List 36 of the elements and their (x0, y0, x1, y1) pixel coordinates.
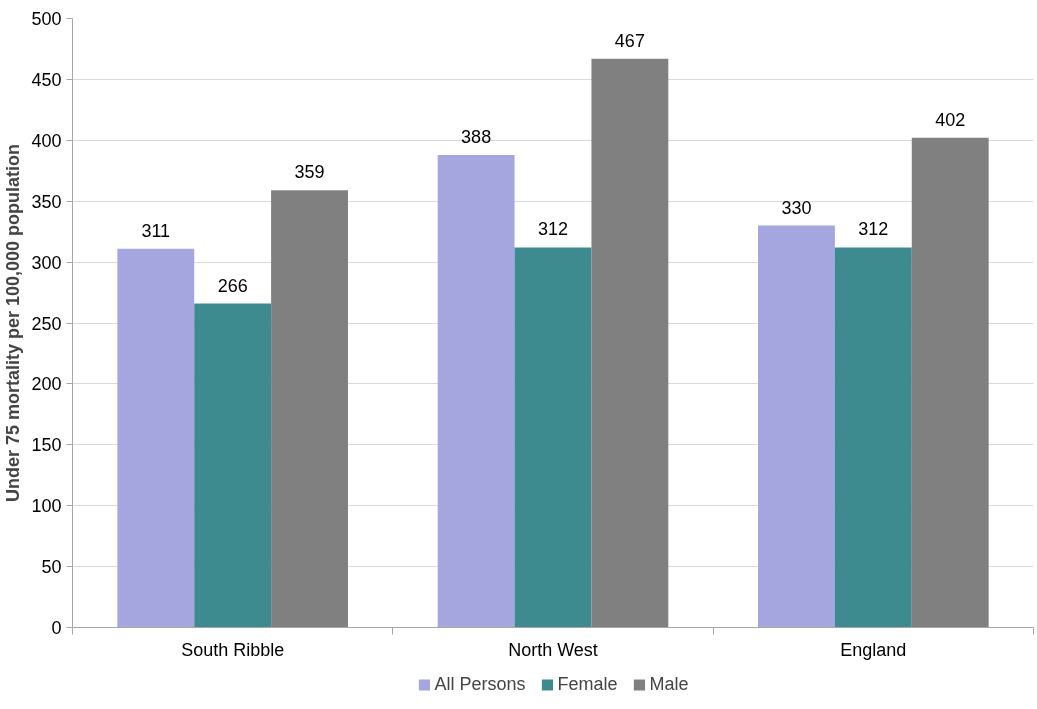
legend-label: Male (649, 673, 689, 695)
bar (758, 225, 835, 628)
data-label: 359 (294, 162, 325, 183)
bar (911, 137, 989, 628)
y-tick-label: 100 (31, 496, 62, 517)
bar (834, 247, 912, 628)
y-tick-label: 300 (31, 252, 62, 273)
y-tick-label: 50 (41, 557, 62, 578)
data-label: 311 (141, 220, 171, 241)
y-tick-label: 450 (31, 69, 62, 90)
data-label: 312 (858, 219, 889, 240)
data-label: 388 (461, 126, 492, 147)
x-tick-label: England (840, 639, 907, 660)
data-label: 266 (217, 275, 248, 296)
x-tick-label: North West (508, 639, 598, 660)
data-label: 330 (781, 197, 812, 218)
bar (591, 58, 669, 628)
bar (514, 247, 592, 628)
y-tick-label: 150 (31, 435, 62, 456)
x-tick-label: South Ribble (181, 639, 285, 660)
bar (271, 190, 348, 628)
y-tick-label: 400 (31, 130, 62, 151)
y-axis-title: Under 75 mortality per 100,000 population (3, 143, 24, 503)
data-label: 402 (935, 109, 966, 130)
legend-label: Female (557, 673, 618, 695)
y-tick-label: 350 (31, 191, 62, 212)
y-tick-label: 250 (31, 313, 62, 334)
y-tick-label: 0 (51, 618, 62, 638)
data-label: 312 (537, 219, 569, 240)
y-tick-label: 500 (31, 9, 62, 29)
legend-label: All Persons (434, 673, 526, 695)
data-label: 467 (614, 30, 645, 51)
bar (437, 154, 515, 628)
bar (117, 248, 195, 628)
y-tick-label: 200 (31, 374, 62, 395)
bar (194, 303, 272, 628)
